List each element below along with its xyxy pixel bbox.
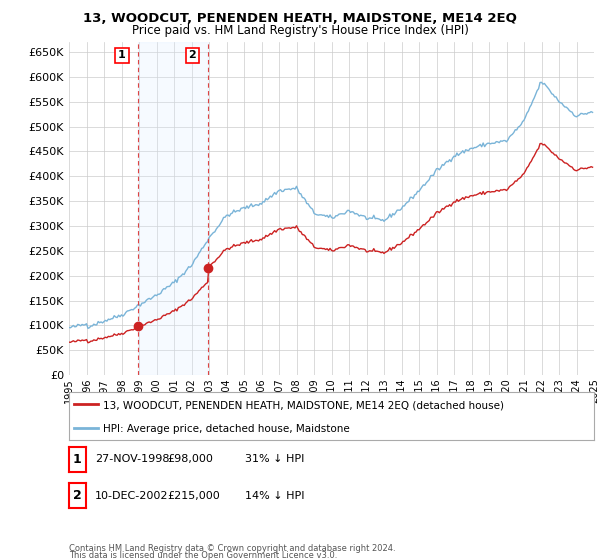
Text: Contains HM Land Registry data © Crown copyright and database right 2024.: Contains HM Land Registry data © Crown c… — [69, 544, 395, 553]
Text: 2: 2 — [73, 489, 82, 502]
Text: 1: 1 — [73, 453, 82, 466]
Text: 13, WOODCUT, PENENDEN HEATH, MAIDSTONE, ME14 2EQ (detached house): 13, WOODCUT, PENENDEN HEATH, MAIDSTONE, … — [103, 400, 504, 410]
Text: 1: 1 — [118, 50, 126, 60]
Text: 14% ↓ HPI: 14% ↓ HPI — [245, 491, 304, 501]
Text: 31% ↓ HPI: 31% ↓ HPI — [245, 454, 304, 464]
Text: £215,000: £215,000 — [167, 491, 220, 501]
Text: £98,000: £98,000 — [167, 454, 212, 464]
Bar — [137, 42, 208, 375]
Text: HPI: Average price, detached house, Maidstone: HPI: Average price, detached house, Maid… — [103, 424, 350, 434]
Text: This data is licensed under the Open Government Licence v3.0.: This data is licensed under the Open Gov… — [69, 551, 337, 560]
Text: Price paid vs. HM Land Registry's House Price Index (HPI): Price paid vs. HM Land Registry's House … — [131, 24, 469, 36]
Text: 13, WOODCUT, PENENDEN HEATH, MAIDSTONE, ME14 2EQ: 13, WOODCUT, PENENDEN HEATH, MAIDSTONE, … — [83, 12, 517, 25]
Text: 27-NOV-1998: 27-NOV-1998 — [95, 454, 169, 464]
Text: 2: 2 — [188, 50, 196, 60]
Text: 10-DEC-2002: 10-DEC-2002 — [95, 491, 168, 501]
